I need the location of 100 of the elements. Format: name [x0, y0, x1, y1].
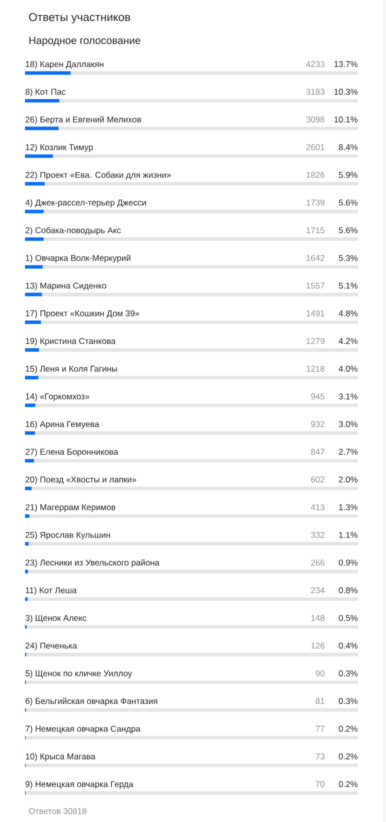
- y-tick-label: 6) Бельгийская овчарка Фантазия: [26, 698, 158, 706]
- data-label: 0.3%: [338, 670, 358, 676]
- text: 932: [311, 421, 324, 428]
- data-label: 4.2%: [338, 338, 358, 344]
- data-label: 10.3%: [334, 88, 358, 95]
- y-tick-label: 14) «Горкомхоз»: [26, 393, 90, 402]
- y-tick-label: 27) Елена Боронникова: [26, 448, 118, 456]
- data-label: 5.6%: [338, 200, 358, 206]
- y-tick-label: 19) Кристина Станкова: [26, 338, 116, 346]
- y-tick-label: 16) Арина Гемуева: [26, 420, 100, 429]
- y-tick-label: 13) Марина Сиденко: [26, 282, 106, 290]
- text: 2601: [306, 144, 324, 150]
- y-tick-label: 26) Берта и Евгений Мелихов: [26, 116, 141, 124]
- data-label: 2.0%: [338, 476, 358, 482]
- y-tick-label: 15) Леня и Коля Гагины: [26, 365, 117, 374]
- bar: [25, 210, 44, 214]
- data-label: 0.2%: [338, 753, 358, 760]
- bar: [25, 404, 36, 408]
- y-tick-label: 11) Кот Леша: [26, 587, 77, 595]
- bar: [25, 348, 39, 352]
- chart-title: Ответы участников: [29, 13, 130, 24]
- bar: [25, 154, 53, 158]
- data-label: 3.1%: [338, 393, 358, 400]
- chart-subtitle: Народное голосование: [29, 36, 140, 46]
- text: 1279: [306, 338, 324, 344]
- y-tick-label: 5) Щенок по кличке Уиллоу: [26, 670, 132, 678]
- y-tick-label: 10) Крыса Магава: [26, 753, 96, 762]
- bar: [25, 182, 45, 186]
- text: 234: [311, 587, 325, 594]
- bar: [25, 514, 30, 518]
- text: 332: [311, 532, 324, 538]
- data-label: 4.8%: [338, 310, 358, 316]
- text: 602: [311, 476, 324, 482]
- y-tick-label: 20) Поезд «Хвосты и лапки»: [26, 476, 136, 484]
- data-label: 0.2%: [338, 726, 358, 732]
- y-tick-label: 4) Джек-рассел-терьер Джесси: [25, 199, 146, 208]
- data-label: 5.3%: [338, 254, 358, 261]
- text: 81: [316, 698, 324, 704]
- text: 847: [311, 448, 324, 455]
- data-label: 0.2%: [338, 781, 358, 788]
- text: 266: [311, 560, 324, 566]
- y-tick-label: 9) Немецкая овчарка Герда: [26, 780, 134, 789]
- data-label: 13.7%: [334, 61, 358, 68]
- data-label: 5.1%: [338, 282, 358, 289]
- text: 126: [311, 642, 324, 649]
- text: 945: [311, 393, 324, 400]
- y-tick-label: 18) Карен Даллакян: [26, 60, 104, 69]
- bar: [25, 597, 28, 601]
- data-label: 8.4%: [338, 144, 358, 150]
- y-tick-label: 7) Немецкая овчарка Сандра: [26, 725, 140, 734]
- text: 148: [311, 614, 324, 621]
- text: 1491: [306, 310, 324, 316]
- y-tick-label: 8) Кот Пас: [26, 88, 66, 96]
- data-label: 10.1%: [334, 116, 358, 122]
- bar: [25, 292, 42, 296]
- y-tick-label: 2) Собака-поводырь Акс: [26, 226, 121, 235]
- data-label: 0.9%: [338, 560, 358, 566]
- text: Ответов 30818: [28, 808, 86, 814]
- text: 90: [316, 670, 324, 676]
- bar: [25, 320, 41, 324]
- bar: [25, 98, 60, 102]
- data-label: 0.4%: [338, 642, 358, 649]
- bar: [25, 458, 34, 462]
- text: 73: [316, 753, 324, 760]
- data-label: 1.1%: [339, 532, 358, 538]
- y-tick-label: 23) Лесники из Увельского района: [26, 559, 160, 568]
- y-tick-label: 17) Проект «Кошкин Дом 39»: [26, 310, 140, 318]
- y-tick-label: 22) Проект «Ева. Собаки для жизни»: [26, 172, 171, 180]
- y-tick-label: 25) Ярослав Кульшин: [26, 532, 110, 540]
- text: 1715: [306, 227, 324, 234]
- y-tick-label: 24) Печенька: [26, 642, 78, 650]
- text: 1218: [306, 366, 324, 372]
- y-tick-label: 1) Овчарка Волк-Меркурий: [26, 254, 130, 263]
- data-label: 5.9%: [338, 172, 358, 178]
- text: 70: [316, 781, 324, 788]
- bar: [25, 126, 59, 130]
- text: 1826: [306, 172, 324, 178]
- bar: [25, 71, 71, 75]
- bar: [25, 542, 29, 546]
- bar: [25, 265, 43, 269]
- text: 1557: [306, 282, 324, 289]
- bar: [25, 486, 32, 490]
- text: 1642: [306, 254, 324, 261]
- bar: [25, 431, 35, 435]
- data-label: 0.5%: [338, 614, 358, 621]
- bar: [25, 237, 44, 241]
- text: 1739: [306, 200, 324, 206]
- text: 3183: [306, 88, 324, 95]
- bar: [25, 376, 38, 380]
- text: 77: [316, 726, 324, 732]
- y-tick-label: 21) Магеррам Керимов: [26, 504, 116, 512]
- data-label: 1.3%: [339, 504, 358, 510]
- bar: [25, 570, 28, 574]
- text: 4233: [306, 61, 324, 68]
- y-tick-label: 3) Щенок Алекс: [26, 614, 86, 623]
- data-label: 0.3%: [338, 698, 358, 704]
- y-tick-label: 12) Козлик Тимур: [26, 144, 93, 152]
- data-label: 3.0%: [338, 421, 358, 428]
- text: 413: [310, 504, 324, 510]
- data-label: 4.0%: [338, 366, 358, 372]
